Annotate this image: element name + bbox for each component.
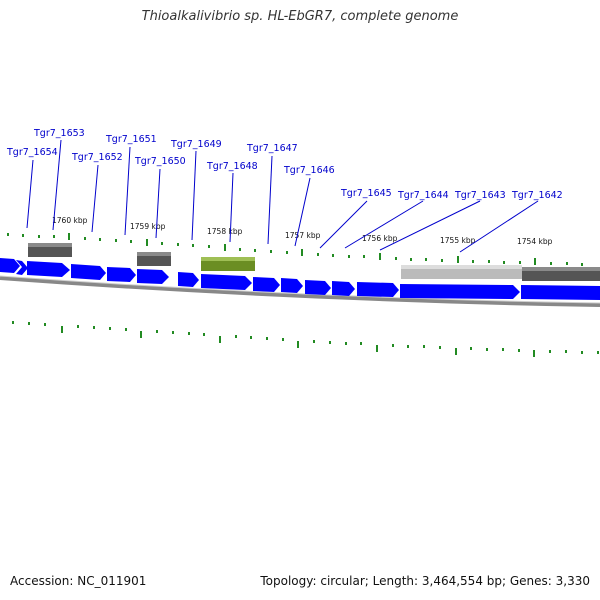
gene-arrow[interactable] [357, 282, 399, 297]
gene-label[interactable]: Tgr7_1645 [340, 188, 392, 199]
gene-label[interactable]: Tgr7_1651 [105, 134, 157, 145]
gene-arrow[interactable] [27, 261, 70, 277]
feature-block-light-highlight [401, 265, 522, 269]
kbp-label: 1755 kbp [440, 236, 476, 245]
gene-arrow[interactable] [178, 272, 199, 287]
gene-arrow[interactable] [137, 269, 169, 284]
feature-block-green-highlight [201, 257, 255, 261]
gene-arrow[interactable] [107, 267, 136, 282]
gene-label[interactable]: Tgr7_1653 [33, 128, 85, 139]
genome-backbone-highlight [0, 275, 600, 304]
gene-label[interactable]: Tgr7_1647 [246, 143, 298, 154]
gene-arrow[interactable] [71, 264, 106, 280]
kbp-label: 1754 kbp [517, 237, 553, 246]
genome-summary-text: Topology: circular; Length: 3,464,554 bp… [260, 574, 590, 588]
outer-scale [7, 233, 583, 266]
gene-label[interactable]: Tgr7_1646 [283, 165, 335, 176]
kbp-label: 1760 kbp [52, 216, 88, 225]
gene-arrow[interactable] [0, 258, 20, 273]
gene-arrow[interactable] [281, 278, 303, 293]
gene-arrow[interactable] [521, 285, 600, 300]
gene-label[interactable]: Tgr7_1644 [397, 190, 449, 201]
gene-label[interactable]: Tgr7_1649 [170, 139, 222, 150]
gene-track [0, 258, 600, 300]
gene-arrow[interactable] [253, 277, 280, 292]
genome-backbone [0, 276, 600, 307]
kbp-label: 1758 kbp [207, 227, 243, 236]
feature-block-highlight [522, 267, 600, 271]
gene-arrow[interactable] [201, 274, 252, 290]
kbp-label: 1756 kbp [362, 234, 398, 243]
gene-label[interactable]: Tgr7_1654 [6, 147, 58, 158]
gene-arrow[interactable] [16, 260, 28, 275]
accession-text: Accession: NC_011901 [10, 574, 147, 588]
kbp-label: 1759 kbp [130, 222, 166, 231]
gene-arrow[interactable] [400, 284, 520, 299]
gene-label[interactable]: Tgr7_1650 [134, 156, 186, 167]
feature-block-highlight [137, 252, 171, 256]
gene-label[interactable]: Tgr7_1648 [206, 161, 258, 172]
feature-block-highlight [28, 243, 72, 247]
map-title: Thioalkalivibrio sp. HL-EbGR7, complete … [141, 9, 459, 24]
kbp-label: 1757 kbp [285, 231, 321, 240]
gene-label[interactable]: Tgr7_1642 [511, 190, 563, 201]
gene-label[interactable]: Tgr7_1652 [71, 152, 123, 163]
gene-label[interactable]: Tgr7_1643 [454, 190, 506, 201]
inner-scale [12, 321, 599, 357]
gene-arrow[interactable] [332, 281, 355, 296]
label-leaders [26, 139, 539, 253]
gene-arrow[interactable] [305, 280, 331, 295]
